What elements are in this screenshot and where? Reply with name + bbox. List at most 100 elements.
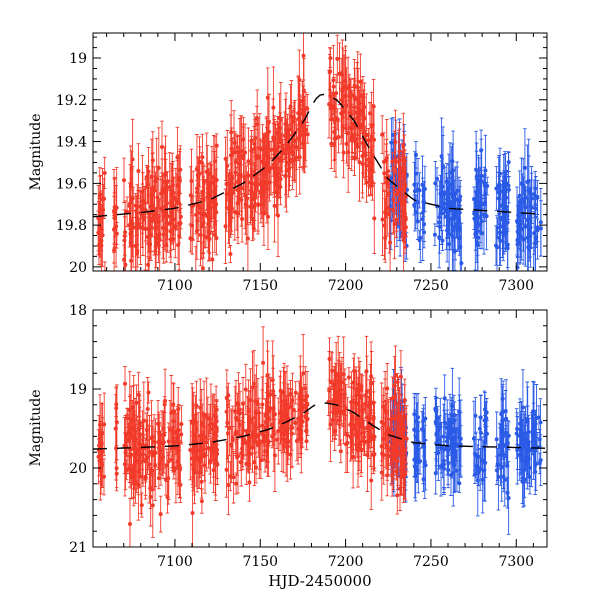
red-data-point xyxy=(123,381,127,386)
blue-data-point xyxy=(452,413,457,418)
red-data-point xyxy=(340,98,345,103)
blue-data-point xyxy=(455,227,460,232)
red-data-point xyxy=(380,217,385,222)
blue-data-point xyxy=(432,232,437,237)
red-data-point xyxy=(102,474,106,479)
blue-data-point xyxy=(457,481,462,486)
red-data-point xyxy=(359,421,364,426)
red-data-point xyxy=(297,103,302,108)
red-data-point xyxy=(387,212,392,217)
red-data-point xyxy=(341,372,346,377)
red-data-point xyxy=(134,400,139,405)
red-data-point xyxy=(393,450,398,455)
red-data-point xyxy=(247,415,252,420)
red-data-point xyxy=(203,452,207,457)
red-data-point xyxy=(349,135,354,140)
red-data-point xyxy=(341,409,346,414)
red-data-point xyxy=(305,394,310,398)
red-data-point xyxy=(382,171,387,176)
blue-data-point xyxy=(535,195,540,200)
red-data-point xyxy=(200,155,205,160)
red-data-point xyxy=(355,144,360,149)
blue-data-point xyxy=(505,246,510,251)
y-tick-label: 19.6 xyxy=(56,176,87,192)
red-data-point xyxy=(293,390,298,395)
red-data-point xyxy=(332,141,337,146)
blue-data-point xyxy=(535,228,540,233)
blue-data-point xyxy=(497,191,502,196)
blue-data-point xyxy=(433,181,438,186)
red-data-point xyxy=(227,206,232,211)
blue-data-point xyxy=(418,235,423,240)
blue-data-point xyxy=(434,408,439,412)
red-data-point xyxy=(157,446,162,451)
red-data-point xyxy=(176,440,181,445)
red-data-point xyxy=(398,486,402,491)
red-data-point xyxy=(165,495,170,500)
red-data-point xyxy=(223,156,228,161)
red-data-point xyxy=(351,93,356,98)
red-data-point xyxy=(359,448,364,452)
blue-data-point xyxy=(441,462,446,467)
red-data-point xyxy=(129,426,134,431)
y-tick-label: 20 xyxy=(69,260,87,276)
blue-data-point xyxy=(420,182,425,187)
red-data-point xyxy=(153,225,158,230)
red-data-point xyxy=(328,94,333,99)
red-data-point xyxy=(379,420,384,424)
red-data-point xyxy=(271,392,276,397)
blue-data-point xyxy=(420,210,425,215)
red-data-point xyxy=(227,426,232,430)
red-data-point xyxy=(145,235,150,239)
red-data-point xyxy=(248,451,253,456)
y-tick-label: 19 xyxy=(69,382,87,398)
red-data-point xyxy=(388,240,393,245)
blue-data-point xyxy=(448,182,452,187)
top-plot-area xyxy=(93,33,547,271)
red-data-point xyxy=(327,388,332,393)
red-data-point xyxy=(385,473,390,478)
red-data-point xyxy=(339,71,344,76)
red-data-point xyxy=(131,405,136,410)
red-data-point xyxy=(154,176,159,181)
red-data-point xyxy=(114,446,119,451)
blue-data-point xyxy=(412,182,417,187)
red-data-point xyxy=(150,193,155,198)
red-data-point xyxy=(327,357,332,361)
red-data-point xyxy=(398,196,403,201)
red-data-point xyxy=(370,153,375,158)
red-data-point xyxy=(144,175,149,180)
red-data-point xyxy=(194,403,199,408)
red-data-point xyxy=(150,503,155,508)
red-data-point xyxy=(256,202,260,207)
blue-data-point xyxy=(532,452,537,456)
red-data-point xyxy=(385,386,390,391)
red-data-point xyxy=(128,522,132,526)
x-tick-label: 7200 xyxy=(328,554,364,570)
red-data-point xyxy=(97,195,102,200)
blue-data-point xyxy=(447,242,452,247)
red-data-point xyxy=(171,468,176,473)
x-tick-label: 7100 xyxy=(157,554,193,570)
blue-data-point xyxy=(506,183,511,188)
red-data-point xyxy=(170,178,175,183)
red-data-point xyxy=(243,150,247,155)
red-data-point xyxy=(133,446,138,451)
red-data-point xyxy=(173,430,178,435)
red-data-point xyxy=(131,469,136,474)
blue-data-point xyxy=(412,189,417,194)
red-data-point xyxy=(299,418,304,423)
blue-data-point xyxy=(501,474,506,479)
blue-data-point xyxy=(498,452,503,457)
red-data-point xyxy=(139,503,144,508)
red-data-point xyxy=(369,162,374,167)
red-data-point xyxy=(238,460,243,465)
red-data-point xyxy=(190,511,195,515)
red-data-point xyxy=(398,374,403,379)
blue-data-point xyxy=(485,184,490,188)
red-data-point xyxy=(329,380,334,385)
red-data-point xyxy=(224,182,229,186)
red-data-point xyxy=(178,221,183,226)
red-data-point xyxy=(174,446,179,451)
